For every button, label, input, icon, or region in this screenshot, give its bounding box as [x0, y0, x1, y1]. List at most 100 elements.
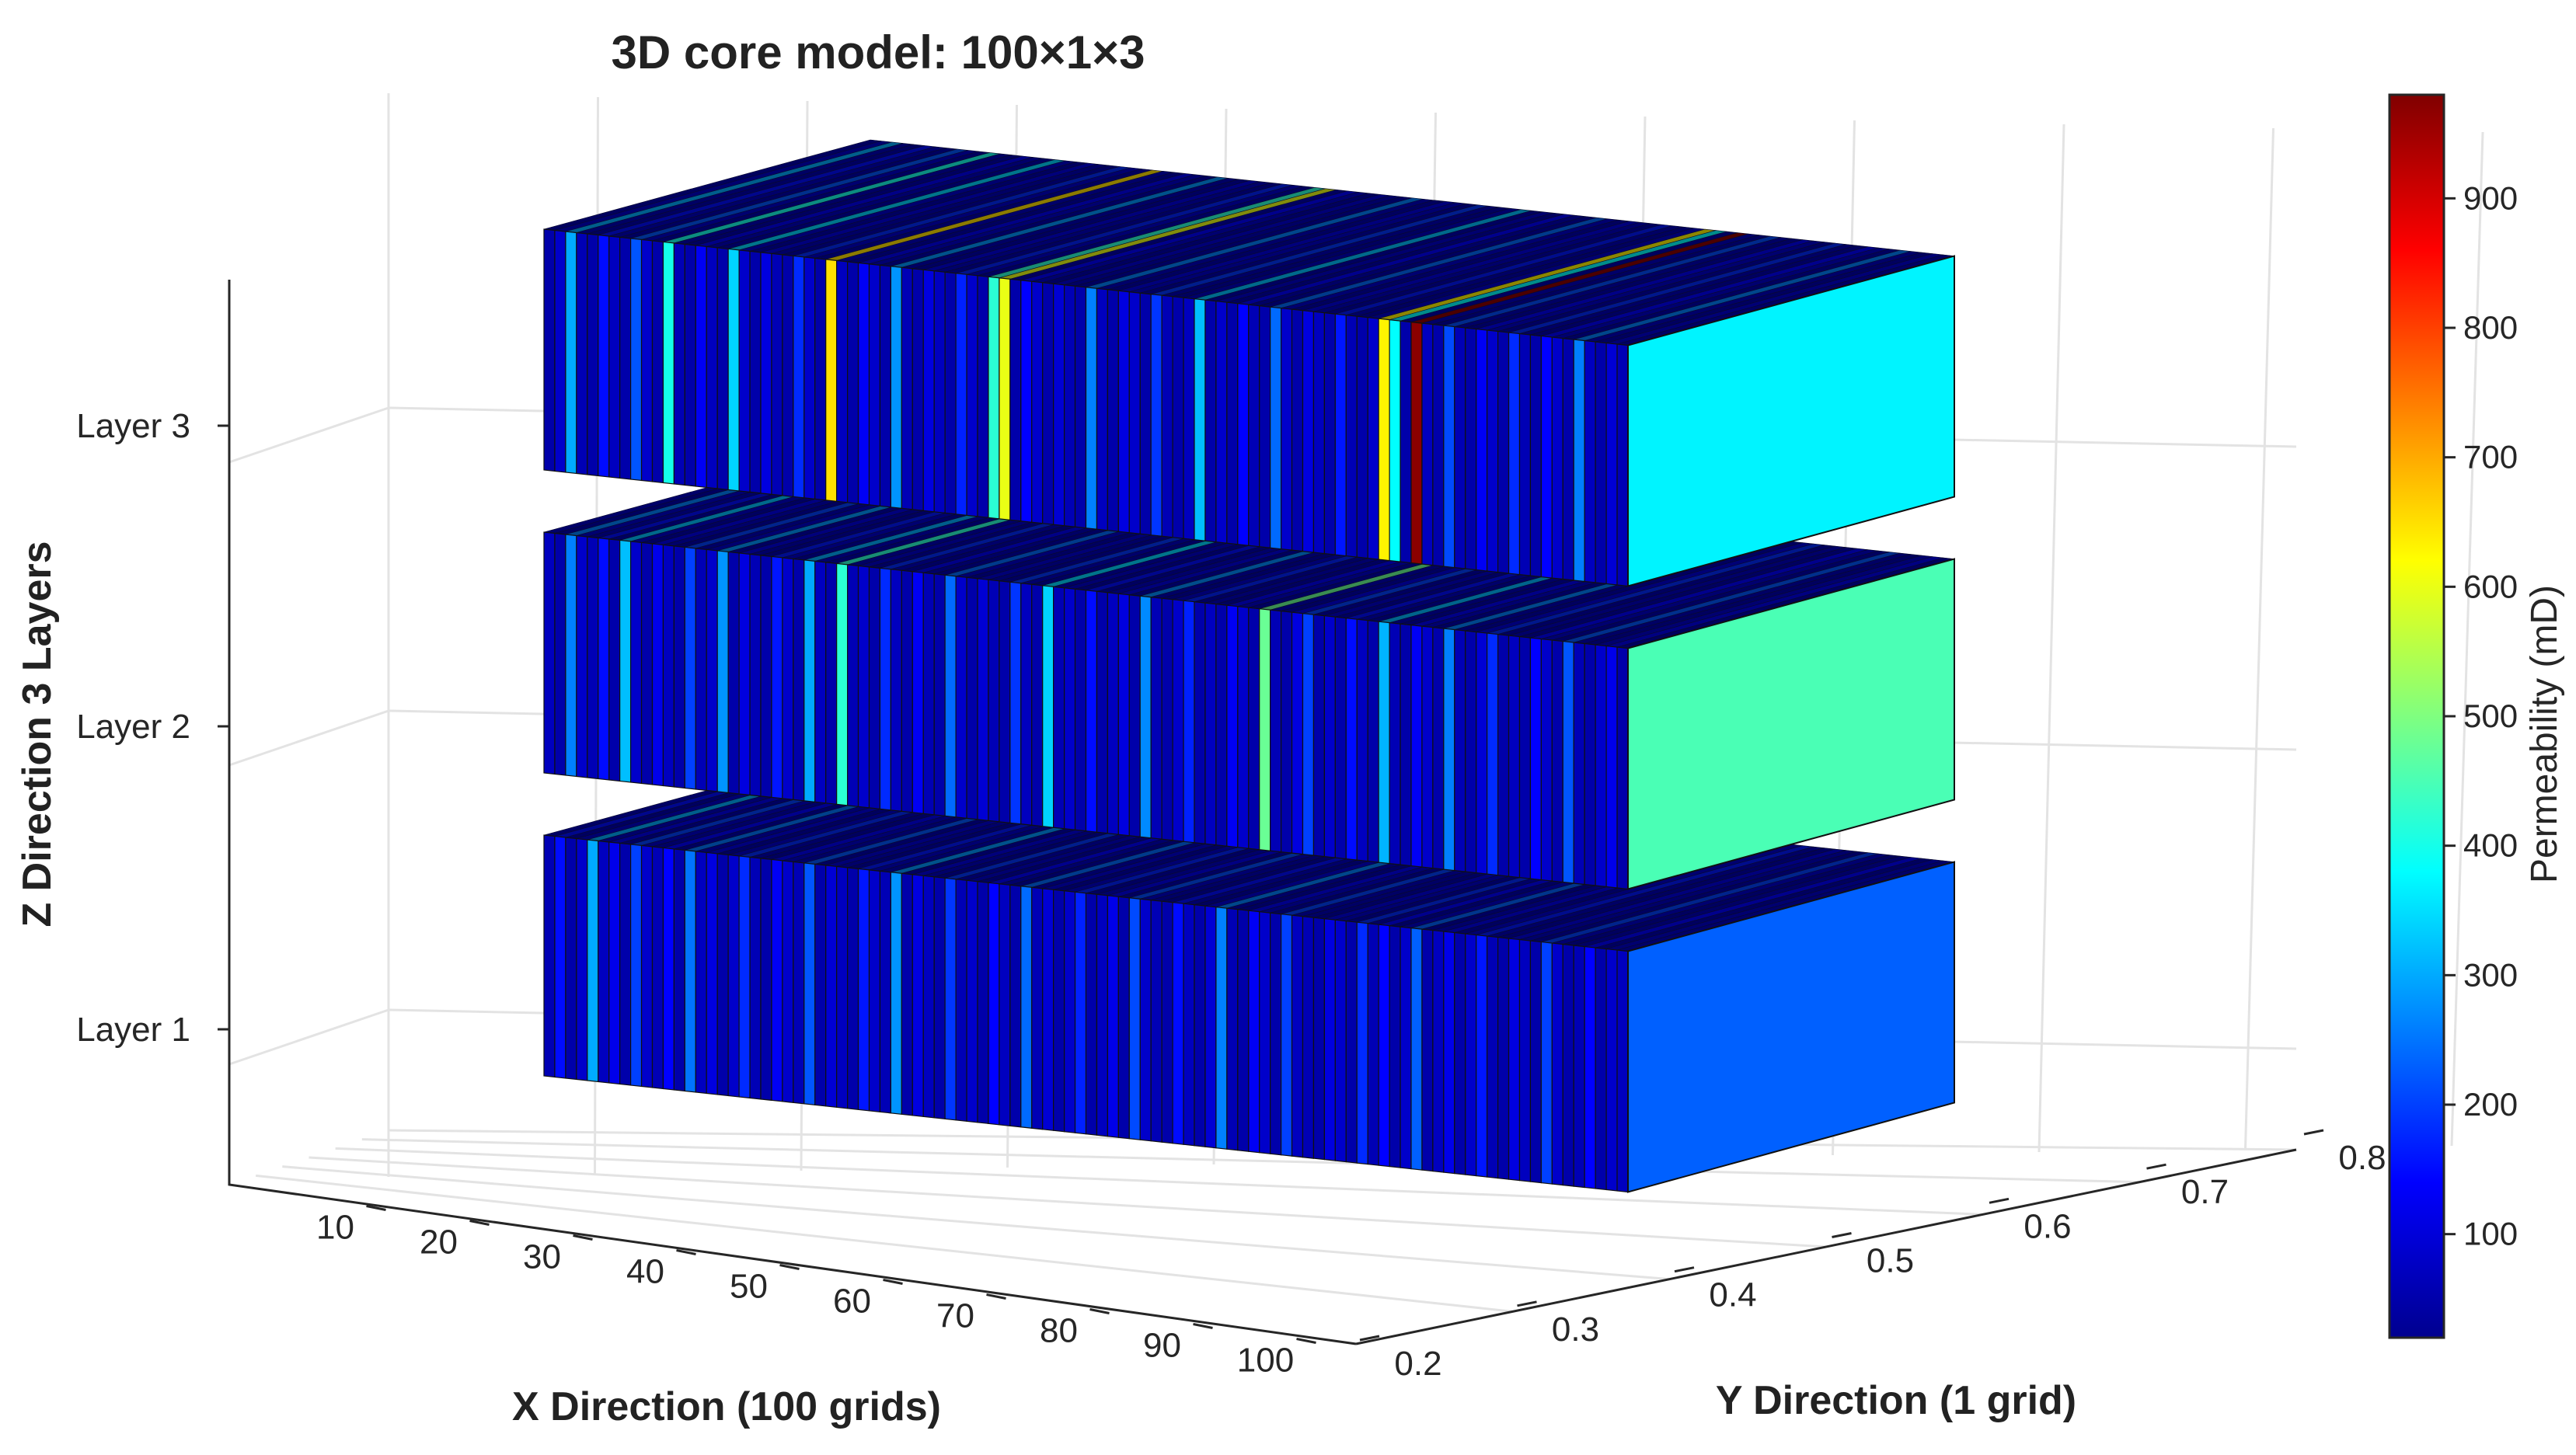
cell-front	[640, 238, 654, 482]
cell-front	[1063, 890, 1076, 1133]
cell-front	[912, 874, 924, 1117]
cell-front	[1529, 334, 1542, 578]
cell-front	[1529, 637, 1542, 881]
cell-front	[999, 883, 1011, 1126]
cell-front	[565, 231, 577, 475]
cell-front	[1605, 948, 1618, 1192]
grid-line-floor	[361, 1138, 2140, 1184]
cell-front	[1605, 342, 1618, 586]
x-tick-label: 50	[730, 1268, 768, 1306]
cell-front	[554, 229, 566, 473]
cell-front	[988, 882, 1000, 1126]
cell-front	[598, 234, 610, 478]
y-tick-mark	[1359, 1335, 1380, 1342]
cell-front	[868, 869, 881, 1113]
cell-front	[1291, 611, 1304, 855]
cell-front	[901, 872, 913, 1116]
cell-front	[1031, 280, 1044, 524]
cell-front	[803, 256, 816, 500]
cell-front	[771, 858, 783, 1102]
cell-front	[1009, 581, 1022, 825]
x-tick-label: 90	[1143, 1327, 1181, 1365]
core-blocks	[543, 139, 1955, 1193]
cell-front	[901, 569, 913, 813]
cell-front	[1183, 600, 1195, 844]
cell-front	[651, 543, 664, 787]
cell-front	[1389, 318, 1401, 562]
y-tick-label: 0.5	[1867, 1242, 1914, 1280]
cell-front	[1270, 912, 1282, 1156]
cell-front	[629, 844, 643, 1088]
cell-front	[1074, 891, 1087, 1135]
cell-front	[640, 844, 654, 1088]
cell-front	[846, 867, 859, 1111]
cell-front	[1117, 593, 1130, 837]
x-tick-mark	[779, 1264, 800, 1270]
cell-front	[1378, 318, 1390, 562]
cell-front	[825, 259, 838, 503]
cell-front	[1020, 886, 1033, 1129]
layer-end-face	[1627, 861, 1955, 1193]
cell-front	[1248, 607, 1260, 851]
cell-front	[1237, 303, 1250, 546]
y-tick-label: 0.2	[1394, 1345, 1441, 1383]
cell-front	[1410, 624, 1423, 868]
cell-front	[543, 228, 556, 472]
cell-front	[836, 562, 849, 806]
cell-front	[1410, 927, 1423, 1171]
cell-front	[1150, 900, 1163, 1143]
cell-front	[1226, 907, 1239, 1151]
cell-front	[1183, 297, 1195, 541]
cell-front	[608, 841, 621, 1085]
cell-front	[1031, 886, 1044, 1130]
cell-front	[1161, 294, 1173, 538]
cell-front	[1454, 325, 1466, 569]
cell-front	[1443, 628, 1455, 872]
cell-front	[966, 879, 978, 1123]
cell-front	[1487, 935, 1499, 1179]
cell-front	[933, 270, 946, 513]
cell-front	[771, 252, 783, 496]
cell-front	[1128, 594, 1141, 837]
cell-front	[1215, 907, 1228, 1150]
cell-front	[673, 242, 685, 486]
cell-front	[977, 275, 989, 518]
cell-front	[629, 238, 643, 482]
cell-front	[1465, 327, 1477, 571]
cell-front	[1400, 623, 1412, 867]
colorbar-tick-label: 900	[2463, 179, 2518, 216]
cell-front	[1042, 282, 1054, 525]
cell-front	[1053, 586, 1065, 830]
cell-front	[1465, 630, 1477, 874]
grid-line-side	[228, 406, 389, 464]
cell-front	[662, 544, 675, 788]
cell-front	[793, 558, 805, 802]
grid-line-floor	[308, 1156, 1827, 1248]
colorbar-gradient	[2388, 93, 2445, 1339]
cell-front	[1432, 323, 1445, 567]
cell-front	[1443, 931, 1455, 1175]
cell-front	[727, 854, 740, 1098]
cell-front	[1302, 309, 1315, 553]
cell-front	[955, 273, 967, 516]
cell-front	[922, 572, 935, 816]
cell-front	[1410, 321, 1423, 565]
cell-front	[1573, 339, 1585, 583]
cell-front	[1020, 583, 1033, 826]
cell-front	[901, 266, 913, 510]
cell-front	[749, 856, 762, 1100]
cell-front	[554, 532, 566, 776]
cell-front	[1128, 897, 1141, 1140]
cell-front	[738, 249, 751, 493]
cell-front	[608, 538, 621, 782]
cell-front	[922, 269, 935, 513]
cell-front	[706, 851, 718, 1095]
cell-front	[1259, 608, 1271, 851]
x-tick-label: 80	[1040, 1312, 1078, 1350]
cell-front	[1378, 621, 1390, 865]
cell-front	[782, 254, 794, 498]
cell-front	[1291, 308, 1304, 552]
cell-front	[1508, 332, 1521, 576]
cell-front	[673, 545, 685, 789]
cell-front	[1584, 642, 1596, 886]
